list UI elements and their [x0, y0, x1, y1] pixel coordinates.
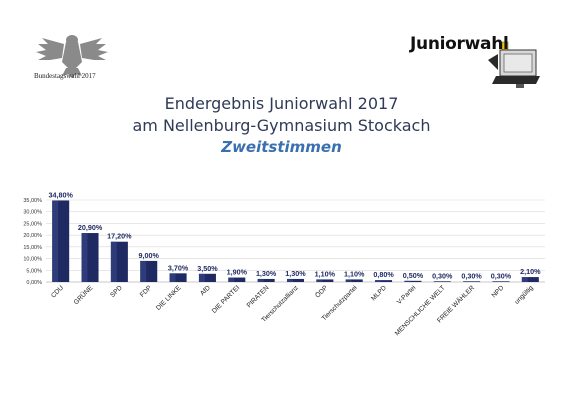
bar — [316, 279, 334, 282]
bar-highlight — [404, 280, 411, 282]
data-label: 9,00% — [139, 251, 160, 260]
category-label: AfD — [199, 284, 212, 297]
bar — [521, 277, 539, 282]
data-label: 3,70% — [168, 263, 189, 272]
bar — [463, 281, 481, 282]
bar — [257, 278, 275, 282]
category-label: CDU — [50, 284, 65, 299]
y-tick-label: 25,00% — [23, 221, 42, 227]
data-label: 1,10% — [315, 269, 336, 278]
data-label: 0,30% — [432, 271, 453, 280]
data-label: 2,10% — [520, 267, 541, 276]
data-label: 34,80% — [48, 190, 73, 199]
bar-highlight — [228, 277, 235, 282]
bar-highlight — [492, 281, 499, 282]
category-label: PIRATEN — [246, 284, 271, 309]
data-label: 0,30% — [461, 271, 482, 280]
bar-highlight — [110, 241, 117, 282]
category-label: DIE PARTEI — [211, 284, 242, 315]
bundestag-eagle-icon — [36, 35, 108, 78]
category-label: V-Partei — [396, 284, 418, 306]
data-label: 3,50% — [197, 264, 218, 273]
category-label: ÖDP — [314, 283, 330, 299]
data-label: 0,30% — [491, 271, 512, 280]
category-label: FDP — [139, 284, 154, 299]
bar — [228, 277, 246, 282]
data-label: 0,80% — [373, 270, 394, 279]
bar — [404, 280, 422, 282]
bar-chart: 0,00% 5,00% 10,00% 15,00% 20,00% 25,00% 30,00%… — [23, 190, 545, 337]
bar-highlight — [521, 277, 528, 282]
category-label: SPD — [109, 284, 124, 299]
y-tick-label: 5,00% — [26, 268, 42, 274]
bar — [345, 279, 363, 282]
chart-subtitle: Zweitstimmen — [221, 138, 342, 156]
bar-highlight — [286, 278, 293, 282]
bar-highlight — [345, 279, 352, 282]
data-label: 1,30% — [256, 269, 277, 278]
data-label: 1,10% — [344, 269, 365, 278]
data-label: 20,90% — [78, 223, 103, 232]
juniorwahl-logo-icon — [488, 41, 540, 88]
category-label: NPD — [491, 284, 506, 299]
bundestagswahl-caption: Bundestagswahl 2017 — [34, 72, 96, 80]
bar — [492, 281, 510, 282]
data-label: 0,50% — [403, 271, 424, 280]
category-label: GRÜNE — [72, 283, 95, 306]
bar-highlight — [140, 260, 147, 282]
bar-highlight — [257, 278, 264, 282]
bar-highlight — [169, 273, 176, 282]
data-label: 17,20% — [107, 232, 132, 241]
category-label: MLPD — [370, 284, 388, 302]
data-labels: 34,80% 20,90% 17,20% 9,00% 3,70% 3,50% 1,90% 1,… — [48, 190, 541, 280]
bar-highlight — [433, 281, 440, 282]
bar — [169, 273, 187, 282]
bar-highlight — [81, 233, 88, 282]
chart-title-line2: am Nellenburg-Gymnasium Stockach — [132, 116, 431, 135]
y-tick-label: 35,00% — [23, 198, 42, 204]
y-axis-ticks: 0,00% 5,00% 10,00% 15,00% 20,00% 25,00% 30,00%… — [23, 198, 42, 286]
bar — [433, 281, 451, 282]
y-tick-label: 20,00% — [23, 233, 42, 239]
bar — [375, 280, 393, 282]
juniorwahl-logo-text: Juniorwahl — [410, 34, 509, 54]
category-label: DIE LINKE — [155, 284, 183, 312]
bar-highlight — [316, 279, 323, 282]
data-label: 1,30% — [285, 269, 306, 278]
y-tick-label: 0,00% — [26, 280, 42, 286]
y-tick-label: 15,00% — [23, 245, 42, 251]
bar-highlight — [52, 200, 59, 282]
bars — [52, 200, 539, 282]
bar — [198, 273, 216, 282]
chart-title-line1: Endergebnis Juniorwahl 2017 — [164, 94, 399, 113]
bar-highlight — [198, 273, 205, 282]
data-label: 1,90% — [227, 268, 248, 277]
y-tick-label: 30,00% — [23, 210, 42, 216]
category-label: ungültig — [513, 284, 535, 306]
bar-highlight — [375, 280, 382, 282]
category-label: MENSCHLICHE WELT — [394, 284, 447, 337]
y-tick-label: 10,00% — [23, 257, 42, 263]
bar-highlight — [463, 281, 470, 282]
grid-layer — [46, 199, 545, 283]
bar — [286, 278, 305, 282]
